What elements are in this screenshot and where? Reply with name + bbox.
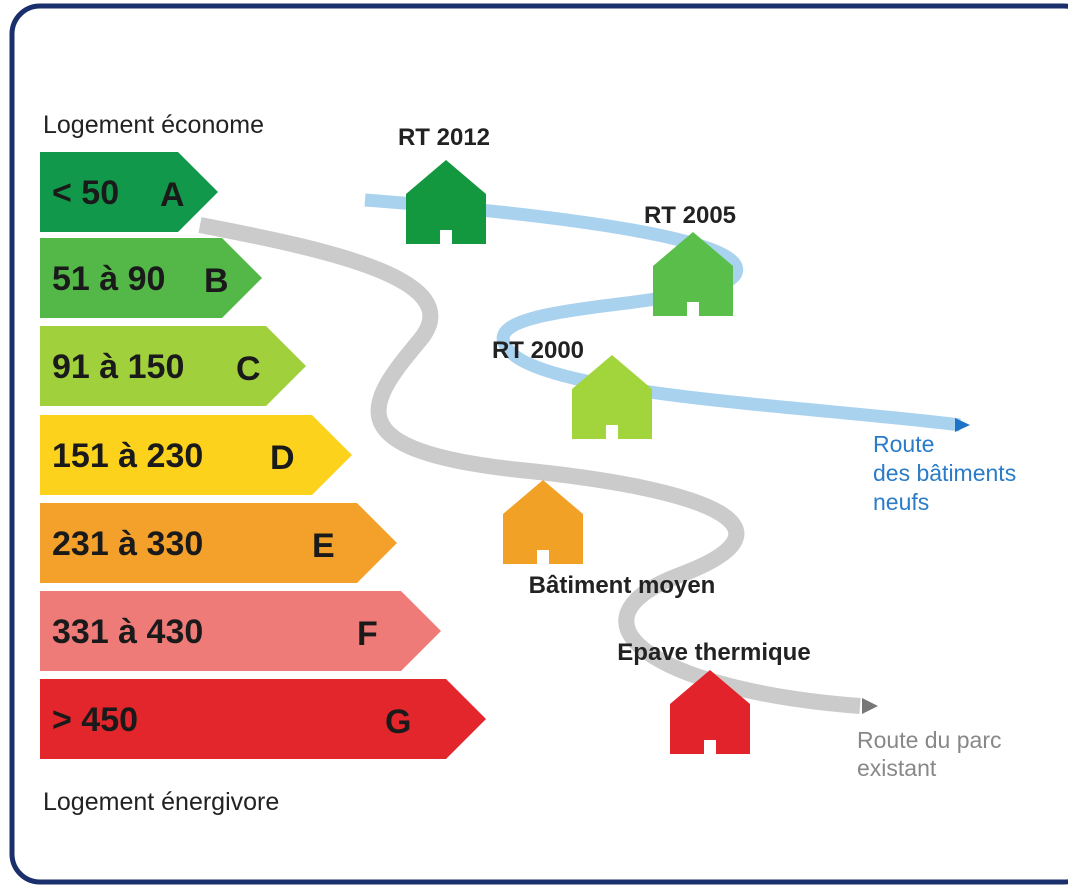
band-letter: D (270, 439, 295, 477)
band-range: 331 à 430 (52, 613, 203, 651)
route-label: des bâtiments (873, 460, 1016, 486)
band-range: 51 à 90 (52, 260, 165, 298)
house-label: RT 2005 (644, 202, 736, 229)
house-label: RT 2012 (398, 124, 490, 151)
band-range: < 50 (52, 174, 119, 212)
energy-band (40, 503, 397, 583)
energy-band (40, 238, 262, 318)
route-label: neufs (873, 489, 929, 515)
route-new (364, 193, 961, 432)
house (406, 160, 486, 244)
route-old (198, 217, 861, 714)
energy-band (40, 152, 218, 232)
route-old-arrow (862, 698, 878, 714)
house (572, 355, 652, 439)
house-door (687, 302, 699, 316)
route-label: Route (873, 431, 934, 457)
house-door (537, 550, 549, 564)
house (653, 232, 733, 316)
band-range: 91 à 150 (52, 348, 184, 386)
top-label: Logement économe (43, 111, 264, 139)
house-door (440, 230, 452, 244)
energy-band (40, 415, 352, 495)
house-label: Bâtiment moyen (529, 572, 716, 599)
house-label: Epave thermique (617, 639, 810, 666)
band-letter: G (385, 703, 411, 741)
house (503, 480, 583, 564)
energy-band (40, 326, 306, 406)
band-letter: C (236, 350, 261, 388)
band-range: > 450 (52, 701, 138, 739)
energy-band (40, 679, 486, 759)
band-letter: F (357, 615, 378, 653)
route-label: existant (857, 755, 937, 781)
band-letter: B (204, 262, 229, 300)
house-label: RT 2000 (492, 337, 584, 364)
house-door (606, 425, 618, 439)
route-new-arrow (955, 418, 970, 432)
band-range: 151 à 230 (52, 437, 203, 475)
route-label: Route du parc (857, 727, 1001, 753)
bottom-label: Logement énergivore (43, 788, 279, 816)
house-door (704, 740, 716, 754)
band-letter: A (160, 176, 185, 214)
house (670, 670, 750, 754)
energy-band (40, 591, 441, 671)
band-range: 231 à 330 (52, 525, 203, 563)
band-letter: E (312, 527, 335, 565)
